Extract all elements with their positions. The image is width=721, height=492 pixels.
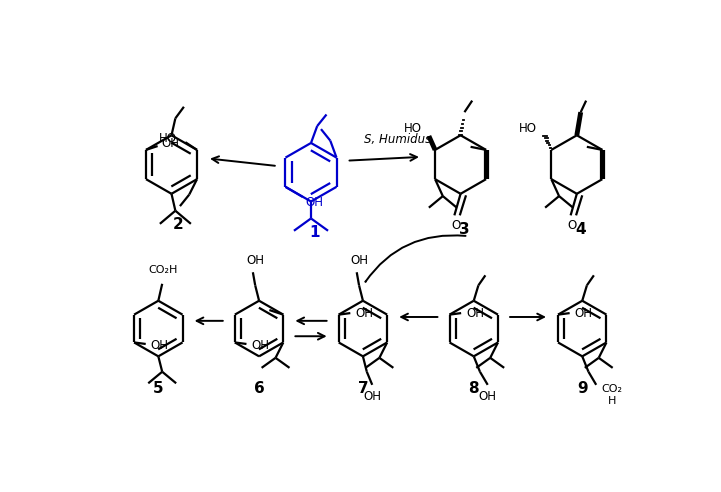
Text: HO: HO: [404, 122, 423, 135]
Text: HO: HO: [519, 122, 537, 135]
Text: O: O: [567, 219, 577, 232]
Text: OH: OH: [479, 390, 497, 403]
Text: OH: OH: [151, 339, 169, 352]
Text: OH: OH: [162, 137, 180, 150]
Text: H: H: [608, 396, 616, 406]
Text: OH: OH: [350, 254, 368, 267]
Text: 8: 8: [469, 381, 479, 396]
Text: 1: 1: [309, 225, 320, 240]
Text: 7: 7: [358, 381, 368, 396]
Text: HO: HO: [159, 132, 177, 145]
Text: 5: 5: [153, 381, 164, 396]
Text: CO₂: CO₂: [601, 384, 622, 394]
Text: 6: 6: [254, 381, 265, 396]
FancyArrowPatch shape: [366, 235, 466, 282]
Text: OH: OH: [575, 307, 593, 320]
Text: OH: OH: [363, 390, 381, 403]
Text: OH: OH: [246, 254, 264, 267]
Text: 9: 9: [577, 381, 588, 396]
Text: OH: OH: [305, 196, 323, 209]
Text: O: O: [451, 219, 461, 232]
Text: CO₂H: CO₂H: [149, 265, 177, 275]
Text: 2: 2: [172, 217, 183, 232]
Text: 4: 4: [575, 222, 586, 238]
Text: OH: OH: [252, 339, 270, 352]
Text: OH: OH: [466, 307, 484, 320]
Text: OH: OH: [355, 307, 373, 320]
Text: S, Humidus: S, Humidus: [364, 133, 431, 147]
Text: 3: 3: [459, 222, 470, 238]
